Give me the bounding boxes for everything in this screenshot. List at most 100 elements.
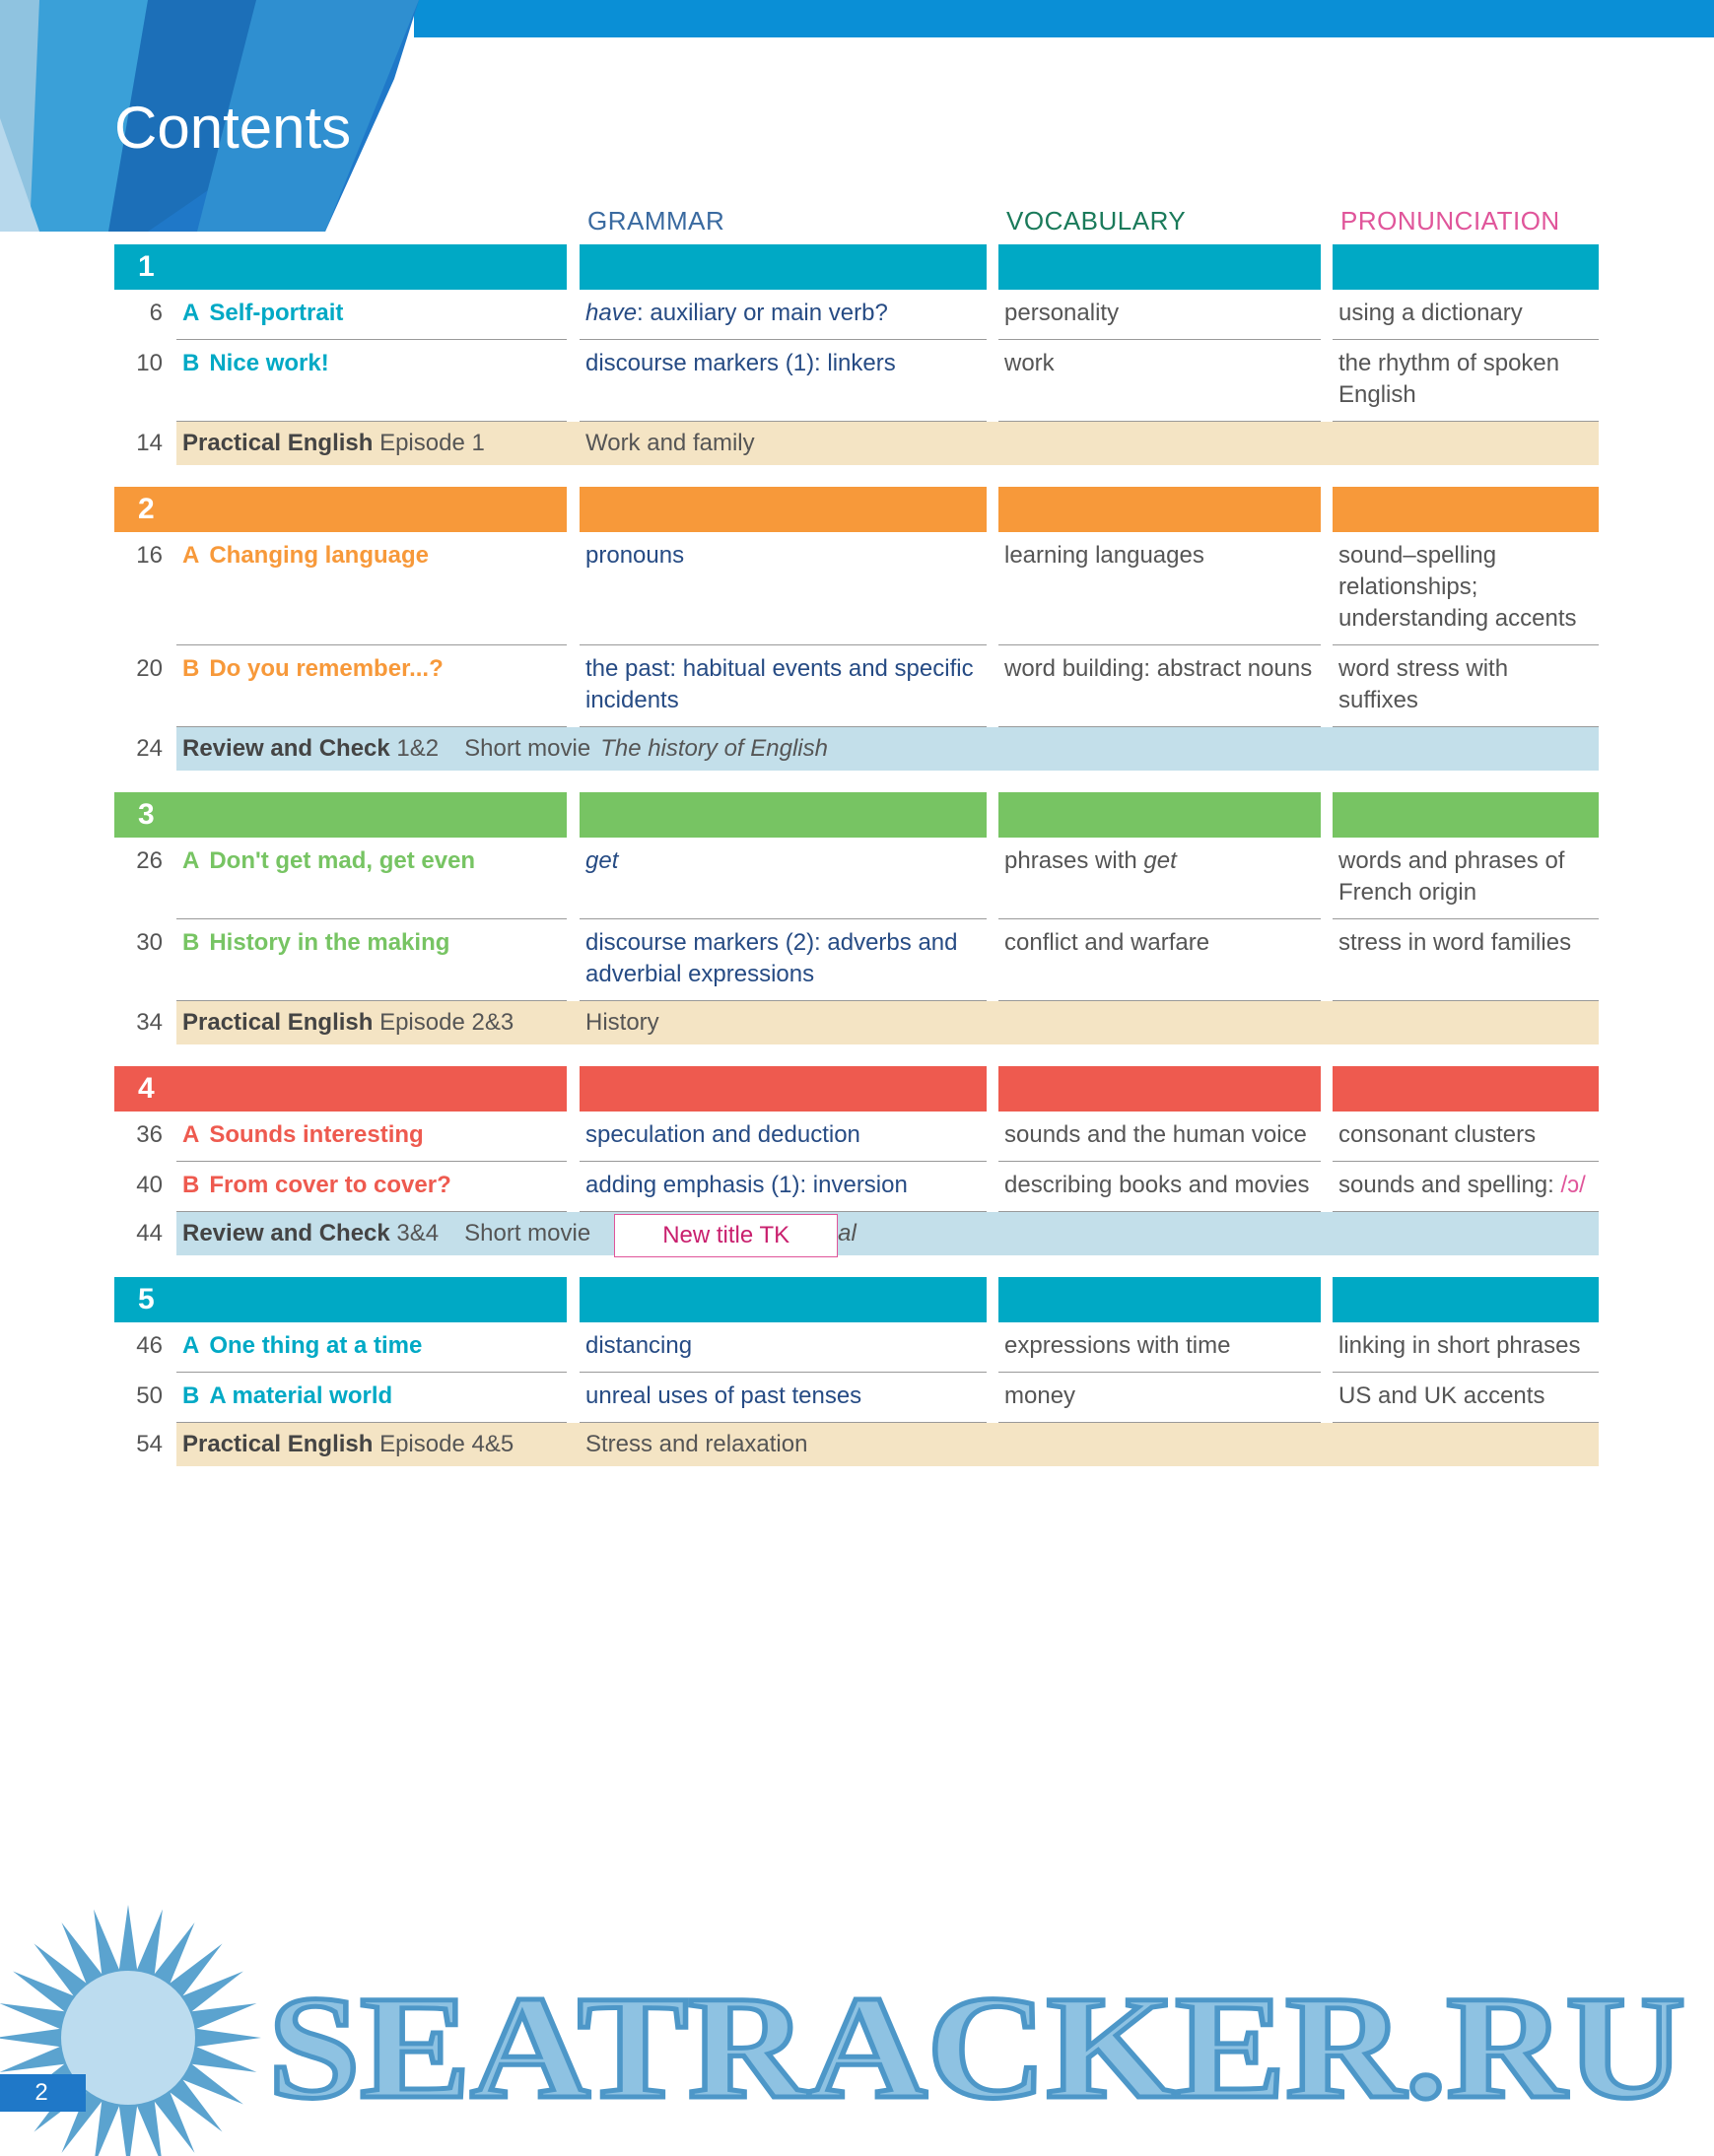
page-ref: 36 — [136, 1121, 163, 1148]
unit-number: 1 — [114, 244, 567, 290]
page-ref: 26 — [136, 847, 163, 874]
vocabulary: money — [998, 1373, 1321, 1423]
page-ref: 50 — [136, 1382, 163, 1409]
lesson-letter: B — [182, 350, 200, 376]
practical-topic: Stress and relaxation — [580, 1423, 1599, 1466]
watermark-text: SEATRACKER.RU — [268, 1966, 1685, 2129]
vocabulary: sounds and the human voice — [998, 1112, 1321, 1162]
practical-topic: Work and family — [580, 422, 1599, 465]
pronunciation: words and phrases of French origin — [1333, 838, 1599, 919]
fan-blade — [197, 0, 419, 232]
lesson-title: A Don't get mad, get even — [176, 838, 567, 919]
grammar: discourse markers (1): linkers — [580, 340, 987, 422]
vocabulary: work — [998, 340, 1321, 422]
unit-band — [998, 1277, 1321, 1322]
column-heading: PRONUNCIATION — [1340, 206, 1560, 236]
vocabulary: personality — [998, 290, 1321, 340]
vocabulary: learning languages — [998, 532, 1321, 645]
lesson-name: Sounds interesting — [209, 1121, 424, 1148]
header-art: Contents — [0, 0, 1714, 232]
practical-label: Practical English Episode 1 — [176, 422, 580, 465]
page-ref: 20 — [136, 655, 163, 682]
lesson-name: A material world — [209, 1382, 393, 1409]
practical-bold: Practical English — [182, 1431, 374, 1457]
sticker: New title TK — [614, 1214, 839, 1257]
vocabulary: phrases with get — [998, 838, 1321, 919]
text-segment: get — [1143, 847, 1177, 874]
lesson-name: Do you remember...? — [209, 655, 444, 682]
page-number: 2 — [34, 2079, 47, 2106]
lesson-name: History in the making — [209, 929, 450, 956]
review-units: 1&2 — [396, 735, 440, 762]
contents-table: GRAMMAR VOCABULARY PRONUNCIATION 1 6 A Self-po… — [114, 205, 1599, 1466]
practical-label: Practical English Episode 2&3 — [176, 1001, 580, 1044]
movie-label: Short movie — [464, 735, 591, 762]
lesson-title: B Do you remember...? — [176, 645, 567, 727]
practical-bold: Practical English — [182, 430, 374, 456]
unit-number: 4 — [114, 1066, 567, 1112]
vocabulary: describing books and movies — [998, 1162, 1321, 1212]
text-segment: have — [585, 300, 638, 326]
unit-band — [580, 487, 987, 532]
vocabulary: word building: abstract nouns — [998, 645, 1321, 727]
page-ref: 24 — [136, 735, 163, 762]
pronunciation: word stress with suffixes — [1333, 645, 1599, 727]
practical-bold: Practical English — [182, 1009, 374, 1036]
page-ref: 40 — [136, 1172, 163, 1198]
review-units: 3&4 — [396, 1220, 440, 1246]
lesson-title: A One thing at a time — [176, 1322, 567, 1373]
grammar: discourse markers (2): adverbs and adver… — [580, 919, 987, 1001]
column-heading: GRAMMAR — [587, 206, 725, 236]
practical-label: Practical English Episode 4&5 — [176, 1423, 580, 1466]
episode: Episode 4&5 — [379, 1431, 514, 1457]
text-segment: /ɔ/ — [1560, 1172, 1586, 1198]
unit-band — [1333, 1277, 1599, 1322]
unit-band — [998, 1066, 1321, 1112]
unit-band — [1333, 1066, 1599, 1112]
lesson-letter: B — [182, 655, 200, 682]
unit-band — [998, 244, 1321, 290]
unit-number: 5 — [114, 1277, 567, 1322]
pronunciation: the rhythm of spoken English — [1333, 340, 1599, 422]
unit-band — [998, 487, 1321, 532]
grammar: get — [580, 838, 987, 919]
column-heading: VOCABULARY — [1006, 206, 1187, 236]
text-segment: : auxiliary or main verb? — [637, 300, 888, 326]
lesson-name: Nice work! — [209, 350, 329, 376]
pronunciation: sounds and spelling: /ɔ/ — [1333, 1162, 1599, 1212]
lesson-title: B Nice work! — [176, 340, 567, 422]
grammar: have: auxiliary or main verb? — [580, 290, 987, 340]
pronunciation: linking in short phrases — [1333, 1322, 1599, 1373]
pronunciation: US and UK accents — [1333, 1373, 1599, 1423]
lesson-name: Changing language — [209, 542, 430, 569]
episode: Episode 1 — [379, 430, 485, 456]
unit-band — [580, 244, 987, 290]
movie-title: The history of English — [600, 735, 828, 762]
practical-topic: History — [580, 1001, 1599, 1044]
text-segment: get — [585, 847, 619, 874]
review-bold: Review and Check — [182, 735, 390, 762]
page-title: Contents — [114, 95, 351, 161]
page-ref: 6 — [149, 300, 163, 326]
pronunciation: consonant clusters — [1333, 1112, 1599, 1162]
lesson-letter: A — [182, 1332, 200, 1359]
grammar: distancing — [580, 1322, 987, 1373]
lesson-letter: B — [182, 929, 200, 956]
unit-number: 2 — [114, 487, 567, 532]
page-number-box — [0, 2074, 86, 2112]
unit-number: 3 — [114, 792, 567, 838]
page-ref: 34 — [136, 1009, 163, 1036]
page-ref: 44 — [136, 1220, 163, 1246]
review-row: Review and Check 1&2 Short movie The histo… — [176, 727, 1599, 771]
grammar: speculation and deduction — [580, 1112, 987, 1162]
lesson-name: From cover to cover? — [209, 1172, 451, 1198]
movie-label: Short movie — [464, 1220, 591, 1246]
unit-band — [1333, 792, 1599, 838]
lesson-title: A Self-portrait — [176, 290, 567, 340]
grammar: unreal uses of past tenses — [580, 1373, 987, 1423]
pronunciation: using a dictionary — [1333, 290, 1599, 340]
top-bar — [414, 0, 1714, 37]
unit-band — [1333, 487, 1599, 532]
grammar: the past: habitual events and specific i… — [580, 645, 987, 727]
